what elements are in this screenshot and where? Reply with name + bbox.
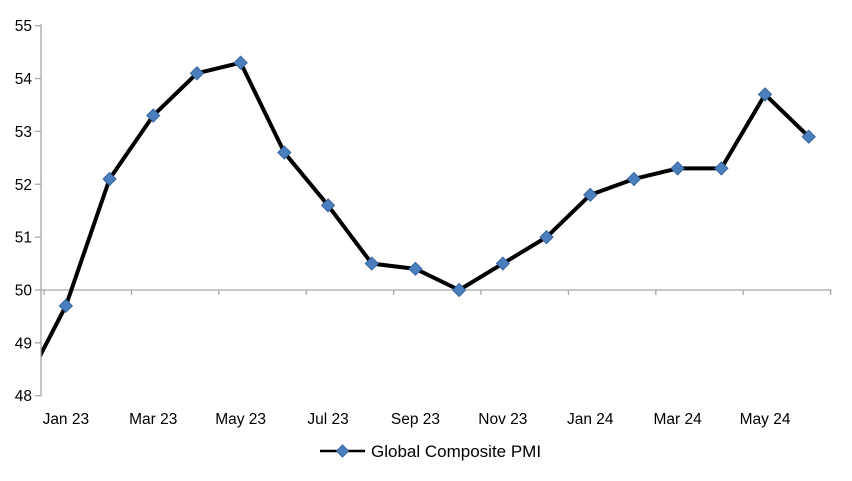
y-axis: 48 49 50 51 52 53 54 55 [15, 18, 42, 405]
data-point-marker [583, 187, 598, 203]
data-point-marker [146, 108, 161, 123]
data-point-marker [233, 55, 248, 70]
y-tick-label: 50 [15, 282, 33, 299]
data-point-marker [451, 282, 467, 298]
y-tick-label: 55 [15, 18, 32, 35]
legend-label: Global Composite PMI [371, 442, 541, 461]
x-tick-label: Mar 23 [129, 411, 177, 428]
x-tick-label: Jan 24 [567, 411, 614, 428]
data-point-marker [714, 161, 729, 176]
data-point-marker [626, 171, 642, 187]
y-tick-label: 52 [15, 177, 32, 194]
x-tick-label: May 23 [215, 411, 266, 428]
legend-marker [335, 444, 350, 458]
x-tick-label: Nov 23 [478, 411, 527, 428]
data-point-marker [189, 66, 205, 81]
series-global-composite-pmi [41, 55, 816, 358]
data-point-marker [277, 145, 292, 160]
data-point-marker [801, 129, 816, 144]
data-point-marker [408, 261, 423, 277]
data-point-marker [320, 198, 336, 213]
y-tick-label: 54 [15, 71, 33, 88]
data-point-marker [539, 229, 554, 245]
x-tick-label: May 24 [740, 411, 791, 428]
data-point-marker [670, 161, 685, 176]
x-tick-label: Jan 23 [43, 411, 90, 428]
x-tick-label: Sep 23 [391, 411, 440, 428]
data-point-marker [495, 256, 511, 271]
data-point-marker [757, 87, 773, 102]
y-tick-label: 49 [15, 335, 32, 352]
data-point-marker [102, 171, 117, 187]
y-tick-label: 48 [15, 388, 32, 405]
x-tick-label: Jul 23 [307, 411, 348, 428]
y-tick-label: 53 [15, 124, 32, 141]
data-point-marker [58, 298, 74, 314]
legend: Global Composite PMI [320, 442, 541, 461]
x-axis: Jan 23 Mar 23 May 23 Jul 23 Sep 23 Nov 23 Jan … [41, 289, 832, 428]
data-point-marker [364, 256, 379, 271]
x-tick-label: Mar 24 [654, 411, 703, 428]
y-tick-label: 51 [15, 230, 32, 247]
series-line [41, 60, 811, 358]
